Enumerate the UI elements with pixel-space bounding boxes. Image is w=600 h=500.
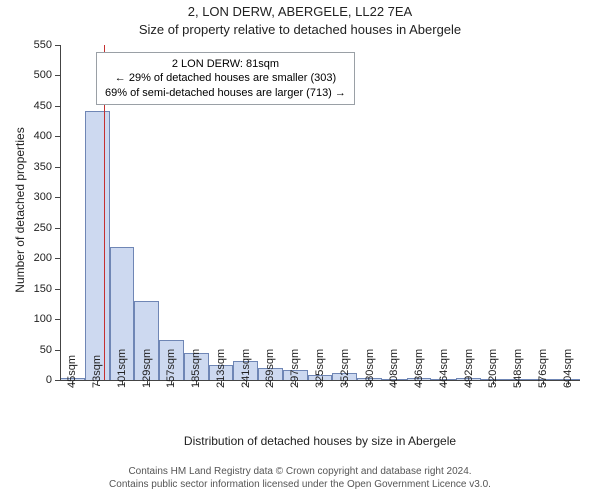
chart-title-subtitle: Size of property relative to detached ho… bbox=[0, 22, 600, 37]
y-tick-label: 500 bbox=[0, 69, 52, 81]
y-tick-mark bbox=[55, 380, 60, 381]
y-tick-mark bbox=[55, 228, 60, 229]
x-axis-label: Distribution of detached houses by size … bbox=[60, 434, 580, 448]
y-tick-mark bbox=[55, 197, 60, 198]
y-tick-mark bbox=[55, 319, 60, 320]
annotation-box: 2 LON DERW: 81sqm ← 29% of detached hous… bbox=[96, 52, 355, 105]
y-tick-mark bbox=[55, 289, 60, 290]
y-tick-label: 400 bbox=[0, 130, 52, 142]
y-tick-mark bbox=[55, 258, 60, 259]
annotation-line-3: 69% of semi-detached houses are larger (… bbox=[105, 86, 346, 100]
y-tick-label: 550 bbox=[0, 39, 52, 51]
y-tick-label: 350 bbox=[0, 161, 52, 173]
footnote-line-1: Contains HM Land Registry data © Crown c… bbox=[0, 466, 600, 479]
y-tick-label: 200 bbox=[0, 252, 52, 264]
chart-container: 2, LON DERW, ABERGELE, LL22 7EA Size of … bbox=[0, 0, 600, 500]
chart-title-address: 2, LON DERW, ABERGELE, LL22 7EA bbox=[0, 4, 600, 19]
y-axis-line bbox=[60, 45, 61, 380]
y-tick-mark bbox=[55, 75, 60, 76]
y-tick-label: 100 bbox=[0, 313, 52, 325]
bar bbox=[85, 111, 110, 380]
y-tick-mark bbox=[55, 106, 60, 107]
y-tick-label: 450 bbox=[0, 100, 52, 112]
y-tick-mark bbox=[55, 136, 60, 137]
y-tick-label: 0 bbox=[0, 374, 52, 386]
y-tick-label: 50 bbox=[0, 344, 52, 356]
y-tick-mark bbox=[55, 350, 60, 351]
footnote: Contains HM Land Registry data © Crown c… bbox=[0, 466, 600, 491]
footnote-line-2: Contains public sector information licen… bbox=[0, 479, 600, 492]
y-tick-label: 250 bbox=[0, 222, 52, 234]
y-tick-label: 300 bbox=[0, 191, 52, 203]
y-tick-label: 150 bbox=[0, 283, 52, 295]
annotation-line-2: ← 29% of detached houses are smaller (30… bbox=[105, 71, 346, 85]
y-tick-mark bbox=[55, 45, 60, 46]
annotation-line-1: 2 LON DERW: 81sqm bbox=[105, 57, 346, 71]
y-tick-mark bbox=[55, 167, 60, 168]
